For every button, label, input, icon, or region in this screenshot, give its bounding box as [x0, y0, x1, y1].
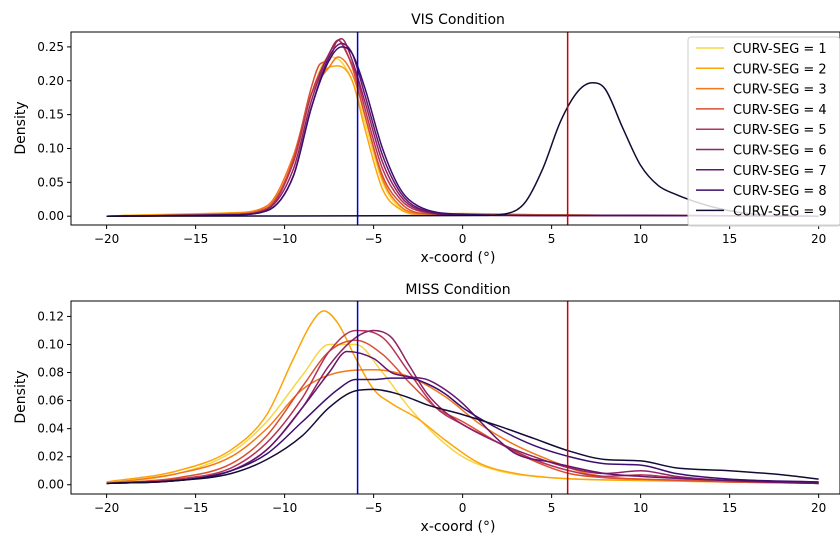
legend-label: CURV-SEG = 7: [733, 164, 827, 179]
y-tick-label: 0.10: [37, 141, 64, 155]
series-line-curv-seg-7: [106, 350, 819, 485]
x-axis-label: x-coord (°): [421, 250, 496, 266]
legend-label: CURV-SEG = 5: [733, 123, 827, 138]
y-axis-label: Density: [13, 370, 29, 423]
legend-label: CURV-SEG = 8: [733, 184, 827, 199]
legend-items: CURV-SEG = 1 CURV-SEG = 2 CURV-SEG = 3 CURV…: [696, 42, 827, 219]
x-tick-label: 15: [722, 232, 737, 246]
y-tick-label: 0.20: [37, 74, 64, 88]
y-tick-label: 0.00: [37, 209, 64, 223]
legend-label: CURV-SEG = 9: [733, 204, 827, 219]
x-tick-label: 5: [548, 232, 556, 246]
x-tick-label: 10: [633, 232, 648, 246]
chart-title: VIS Condition: [411, 12, 505, 28]
x-tick-label: −20: [94, 232, 119, 246]
y-tick-label: 0.05: [37, 175, 64, 189]
y-tick-label: 0.04: [37, 422, 64, 436]
y-tick-label: 0.06: [37, 394, 64, 408]
x-tick-label: −5: [365, 501, 383, 515]
legend-label: CURV-SEG = 4: [733, 103, 827, 118]
x-tick-label: −15: [183, 232, 208, 246]
legend-label: CURV-SEG = 3: [733, 83, 827, 98]
y-tick-label: 0.00: [37, 478, 64, 492]
y-tick-label: 0.25: [37, 40, 64, 54]
x-tick-label: 20: [811, 232, 826, 246]
y-tick-label: 0.15: [37, 108, 64, 122]
tick-group: −20 −15 −10 −5 0 5 10 15 20 0.00 0.05 0.10 0.15 0.20 0…: [37, 40, 826, 246]
series-line-curv-seg-9: [106, 82, 766, 217]
legend: CURV-SEG = 1 CURV-SEG = 2 CURV-SEG = 3 CURV…: [687, 36, 840, 227]
x-tick-label: 5: [548, 501, 556, 515]
x-tick-label: −15: [183, 501, 208, 515]
x-tick-label: −10: [272, 232, 297, 246]
series-line-curv-seg-2: [106, 310, 819, 485]
series-line-curv-seg-4: [106, 339, 819, 485]
x-tick-label: 0: [459, 501, 467, 515]
series-line-curv-seg-3: [106, 368, 819, 485]
y-tick-label: 0.02: [37, 450, 64, 464]
x-tick-label: 20: [811, 501, 826, 515]
x-tick-label: −20: [94, 501, 119, 515]
x-tick-label: 15: [722, 501, 737, 515]
y-tick-label: 0.08: [37, 366, 64, 380]
tick-group: −20 −15 −10 −5 0 5 10 15 20 0.00 0.02 0.04 0.06 0.08 0…: [37, 309, 826, 515]
x-tick-label: −10: [272, 501, 297, 515]
series-line-curv-seg-8: [106, 377, 819, 485]
panel-miss-condition: MISS Condition −20 −15 −10 −5 0 5 10 15 20 0.00 0.…: [13, 282, 840, 535]
series-line-curv-seg-9: [106, 388, 819, 485]
legend-box: [687, 36, 840, 227]
legend-label: CURV-SEG = 6: [733, 144, 827, 159]
axes-frame: [70, 300, 840, 495]
y-tick-label: 0.10: [37, 337, 64, 351]
x-axis-label: x-coord (°): [421, 519, 496, 535]
plot-area: [106, 301, 819, 494]
y-axis-label: Density: [13, 101, 29, 154]
plot-area: [106, 32, 819, 225]
axes-frame: [70, 31, 840, 226]
x-tick-label: 0: [459, 232, 467, 246]
x-tick-label: 10: [633, 501, 648, 515]
series-line-curv-seg-8: [106, 46, 819, 217]
legend-label: CURV-SEG = 2: [733, 62, 827, 77]
x-tick-label: −5: [365, 232, 383, 246]
legend-label: CURV-SEG = 1: [733, 42, 827, 57]
y-tick-label: 0.12: [37, 309, 64, 323]
chart-title: MISS Condition: [405, 282, 510, 298]
panel-vis-condition: VIS Condition −20 −15 −10 −5 0 5 10 15 20 0.00 0.0…: [13, 12, 840, 266]
